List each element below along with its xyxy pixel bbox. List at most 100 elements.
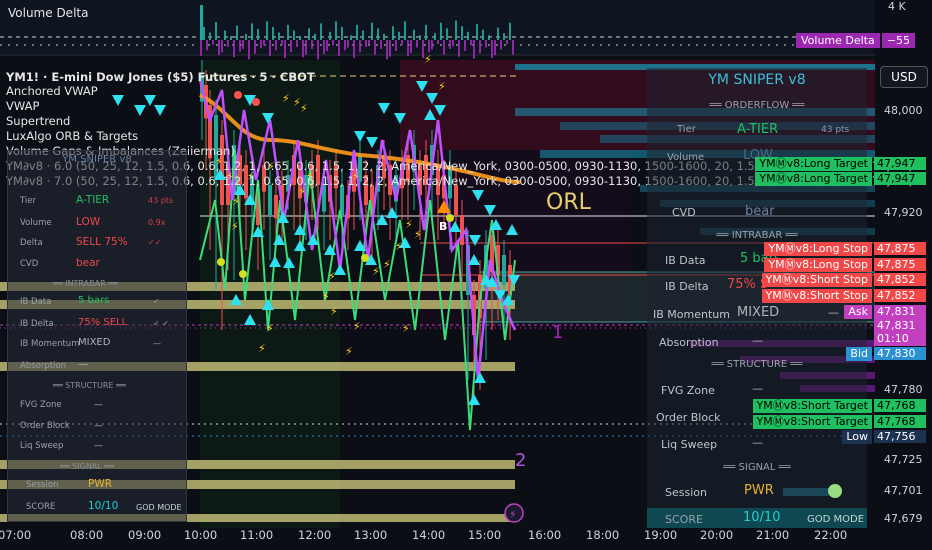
volume-delta-bar bbox=[272, 26, 274, 40]
small-row-label: Liq Sweep bbox=[20, 441, 64, 451]
currency-button[interactable]: USD bbox=[880, 66, 928, 88]
volume-delta-bar bbox=[254, 40, 256, 54]
small-row-label: FVG Zone bbox=[20, 400, 62, 410]
small-row-value: bear bbox=[76, 257, 100, 269]
buy-triangle bbox=[449, 221, 461, 232]
panel-title: YM SNIPER v8 bbox=[708, 72, 806, 88]
ib-momentum-extra: — bbox=[828, 306, 839, 319]
candle-body bbox=[256, 195, 260, 225]
lightning-icon: ⚡ bbox=[232, 195, 240, 208]
legend-symbol[interactable]: YM1! · E-mini Dow Jones ($5) Futures · 5… bbox=[6, 70, 315, 84]
small-row-value: MIXED bbox=[78, 337, 111, 348]
candle-body bbox=[400, 165, 404, 189]
price-tag-label: YMⓂv8:Short Target bbox=[752, 399, 872, 413]
volume-delta-bar bbox=[221, 40, 223, 53]
volume-delta-bar bbox=[386, 40, 388, 60]
wave-label-2: 2 bbox=[515, 450, 527, 471]
chart-logo-icon[interactable] bbox=[504, 503, 524, 523]
time-tick: 08:00 bbox=[70, 528, 104, 542]
volume-delta-bar bbox=[512, 40, 514, 55]
volume-delta-bar bbox=[245, 33, 247, 40]
candle-body bbox=[214, 115, 218, 179]
last-price-value: 47,831 bbox=[877, 319, 916, 332]
lightning-icon: ⚡ bbox=[405, 218, 413, 231]
candle-body bbox=[298, 165, 302, 199]
time-tick: 16:00 bbox=[528, 528, 562, 542]
volume-delta-bar bbox=[470, 40, 472, 46]
volume-delta-bar bbox=[350, 35, 352, 40]
volume-delta-bar bbox=[407, 40, 409, 56]
volume-delta-bar bbox=[491, 40, 493, 58]
candle-body bbox=[388, 165, 392, 195]
absorption-value: — bbox=[752, 334, 763, 347]
volume-delta-badge: Volume Delta −55 bbox=[796, 33, 915, 48]
sell-triangle bbox=[144, 95, 156, 106]
buy-triangle bbox=[399, 237, 411, 248]
sell-triangle bbox=[244, 95, 256, 106]
buy-triangle bbox=[376, 214, 388, 225]
volume-delta-bar bbox=[398, 31, 400, 40]
small-panel-title: YM SNIPER v8 bbox=[62, 154, 132, 165]
lightning-icon: ⚡ bbox=[372, 265, 380, 278]
legend-luxalgo-orb[interactable]: LuxAlgo ORB & Targets bbox=[6, 129, 139, 143]
small-row-value: A-TIER bbox=[76, 194, 110, 206]
small-session-value: PWR bbox=[88, 478, 113, 490]
buy-triangle bbox=[262, 299, 274, 310]
candle-body bbox=[310, 165, 314, 189]
volume-delta-bar bbox=[320, 23, 322, 40]
ib-momentum-value: MIXED bbox=[737, 305, 780, 320]
legend-anchored-vwap[interactable]: Anchored VWAP bbox=[6, 84, 98, 98]
price-tag-label: YMⓂv8:Short Stop bbox=[761, 273, 872, 287]
sec-signal: ══ SIGNAL ══ bbox=[723, 462, 791, 473]
volume-delta-bar bbox=[368, 40, 370, 44]
volume-delta-bar bbox=[200, 40, 202, 56]
volume-delta-bar bbox=[392, 26, 394, 40]
candle-body bbox=[436, 165, 440, 195]
candle-body bbox=[490, 235, 494, 272]
wave-label-1: 1 bbox=[552, 322, 564, 343]
candle-body bbox=[280, 185, 284, 209]
time-tick: 10:00 bbox=[184, 528, 218, 542]
legend-vwap[interactable]: VWAP bbox=[6, 99, 40, 113]
volume-delta-bar bbox=[464, 40, 466, 51]
buy-triangle bbox=[354, 240, 366, 251]
sell-triangle bbox=[426, 93, 438, 104]
cvd-value: bear bbox=[745, 204, 775, 219]
candle-body bbox=[406, 155, 410, 182]
time-tick: 15:00 bbox=[468, 528, 502, 542]
price-tag-label: YMⓂv8:Short Stop bbox=[761, 289, 872, 303]
fvg-zone-value: — bbox=[752, 382, 763, 395]
volume-delta-bar bbox=[311, 40, 313, 49]
sell-triangle bbox=[154, 105, 166, 116]
small-row-label: IB Momentum bbox=[20, 339, 80, 349]
small-score-label: SCORE bbox=[26, 502, 56, 512]
time-tick: 07:00 bbox=[0, 528, 32, 542]
buy-triangle bbox=[307, 234, 319, 245]
volume-delta-bar bbox=[356, 24, 358, 40]
candle-body bbox=[226, 165, 230, 205]
sell-triangle bbox=[354, 131, 366, 142]
candle-body bbox=[334, 165, 338, 189]
small-row-extra: 0.9x bbox=[148, 218, 166, 227]
sniper-panel: YM SNIPER v8 ══ ORDERFLOW ══ Tier A-TIER… bbox=[647, 68, 867, 528]
small-row-value: 75% SELL bbox=[78, 317, 128, 328]
liq-sweep-value: — bbox=[752, 436, 763, 449]
price-tag-value: 47,830 bbox=[874, 347, 926, 360]
small-row-extra: ✓ ✓ bbox=[153, 319, 169, 328]
volume-delta-bar bbox=[344, 40, 346, 51]
lightning-icon: ⚡ bbox=[328, 270, 336, 283]
volume-delta-bar bbox=[428, 40, 430, 53]
lightning-icon: ⚡ bbox=[402, 322, 410, 335]
buy-triangle bbox=[490, 219, 502, 230]
legend-supertrend[interactable]: Supertrend bbox=[6, 114, 71, 128]
candle-body bbox=[316, 155, 320, 185]
sell-triangle bbox=[394, 113, 406, 124]
small-row-label: Absorption bbox=[20, 361, 67, 371]
candle-body bbox=[208, 105, 212, 159]
volume-delta-bar bbox=[317, 40, 319, 60]
buy-triangle bbox=[480, 274, 492, 285]
volume-delta-bar bbox=[227, 40, 229, 47]
time-tick: 09:00 bbox=[128, 528, 162, 542]
candle-body bbox=[496, 245, 500, 275]
volume-delta-bar bbox=[239, 40, 241, 52]
